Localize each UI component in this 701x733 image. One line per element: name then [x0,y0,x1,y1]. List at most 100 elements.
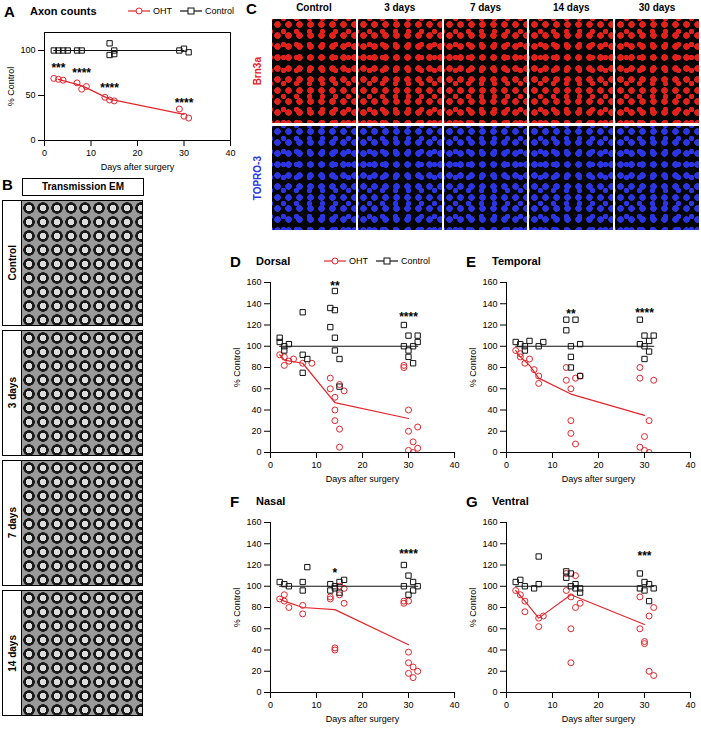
svg-text:50: 50 [25,90,35,100]
svg-text:20: 20 [357,460,367,470]
svg-text:80: 80 [251,362,261,372]
svg-text:100: 100 [482,341,497,351]
svg-text:40: 40 [487,645,497,655]
svg-text:% Control: % Control [468,588,478,628]
svg-text:10: 10 [547,700,557,710]
html-text:7 days: 7 days [6,507,18,539]
html-text:D: D [230,252,241,270]
svg-text:10: 10 [311,460,321,470]
svg-text:40: 40 [487,405,497,415]
svg-text:140: 140 [482,539,497,549]
svg-text:30: 30 [179,148,189,158]
svg-text:160: 160 [246,517,261,527]
svg-text:****: **** [100,81,119,95]
svg-text:20: 20 [487,666,497,676]
html-text:14 days: 14 days [6,634,18,672]
svg-text:160: 160 [246,277,261,287]
html-text:TOPRO-3: TOPRO-3 [252,155,264,201]
svg-text:****: **** [72,66,91,80]
svg-text:0: 0 [492,447,497,457]
svg-text:20: 20 [357,700,367,710]
svg-text:***: *** [51,61,65,75]
svg-text:120: 120 [482,560,497,570]
html-text:A: A [4,2,15,20]
svg-text:*: * [333,566,338,580]
svg-text:30: 30 [639,700,649,710]
svg-text:120: 120 [246,560,261,570]
svg-text:40: 40 [685,700,695,710]
svg-text:% Control: % Control [232,588,242,628]
svg-text:20: 20 [593,700,603,710]
svg-text:0: 0 [492,687,497,697]
html-text:3 days: 3 days [6,377,18,409]
svg-text:40: 40 [225,148,235,158]
svg-text:Days after surgery: Days after surgery [562,714,636,724]
html-text:Brn3a: Brn3a [252,56,264,86]
html-text:Dorsal: Dorsal [256,255,291,267]
html-text:Axon counts: Axon counts [30,5,97,17]
svg-text:60: 60 [251,384,261,394]
svg-text:% Control: % Control [468,348,478,388]
svg-text:Days after surgery: Days after surgery [562,474,636,484]
svg-text:80: 80 [487,602,497,612]
html-text:B: B [2,176,13,193]
svg-text:160: 160 [482,517,497,527]
svg-text:% Control: % Control [6,67,16,107]
svg-text:40: 40 [251,405,261,415]
svg-text:20: 20 [251,666,261,676]
svg-text:20: 20 [593,460,603,470]
svg-text:Days after surgery: Days after surgery [101,162,175,172]
svg-text:0: 0 [268,700,273,710]
svg-text:120: 120 [246,320,261,330]
html-text:G: G [466,492,478,510]
html-text:Control: Control [6,245,18,281]
svg-text:40: 40 [251,645,261,655]
svg-text:0: 0 [30,135,35,145]
svg-text:0: 0 [268,460,273,470]
svg-text:0: 0 [504,700,509,710]
svg-text:100: 100 [246,341,261,351]
svg-text:0: 0 [42,148,47,158]
svg-text:120: 120 [482,320,497,330]
svg-text:10: 10 [547,460,557,470]
svg-text:40: 40 [685,460,695,470]
svg-text:60: 60 [487,384,497,394]
svg-text:30: 30 [639,460,649,470]
svg-text:10: 10 [311,700,321,710]
svg-text:***: *** [637,549,651,563]
svg-text:140: 140 [482,299,497,309]
svg-text:Days after surgery: Days after surgery [326,714,400,724]
html-text:Ventral: Ventral [492,495,529,507]
svg-text:10: 10 [86,148,96,158]
svg-text:****: **** [175,96,194,110]
svg-text:0: 0 [256,447,261,457]
svg-text:80: 80 [487,362,497,372]
svg-text:% Control: % Control [232,348,242,388]
svg-text:160: 160 [482,277,497,287]
svg-text:20: 20 [251,426,261,436]
html-text:Temporal: Temporal [492,255,541,267]
svg-text:40: 40 [449,460,459,470]
svg-text:30: 30 [403,460,413,470]
svg-text:80: 80 [251,602,261,612]
svg-text:20: 20 [487,426,497,436]
svg-text:140: 140 [246,299,261,309]
svg-text:**: ** [330,279,340,293]
svg-text:60: 60 [487,624,497,634]
svg-text:40: 40 [449,700,459,710]
svg-text:100: 100 [482,581,497,591]
svg-text:**: ** [566,307,576,321]
svg-text:0: 0 [504,460,509,470]
svg-text:0: 0 [256,687,261,697]
svg-text:****: **** [399,310,418,324]
svg-text:20: 20 [132,148,142,158]
svg-text:Days after surgery: Days after surgery [326,474,400,484]
svg-text:60: 60 [251,624,261,634]
svg-text:30: 30 [403,700,413,710]
svg-text:****: **** [399,547,418,561]
html-text:Nasal: Nasal [256,495,286,507]
svg-text:****: **** [635,306,654,320]
svg-text:100: 100 [20,45,35,55]
svg-text:100: 100 [246,581,261,591]
svg-text:140: 140 [246,539,261,549]
